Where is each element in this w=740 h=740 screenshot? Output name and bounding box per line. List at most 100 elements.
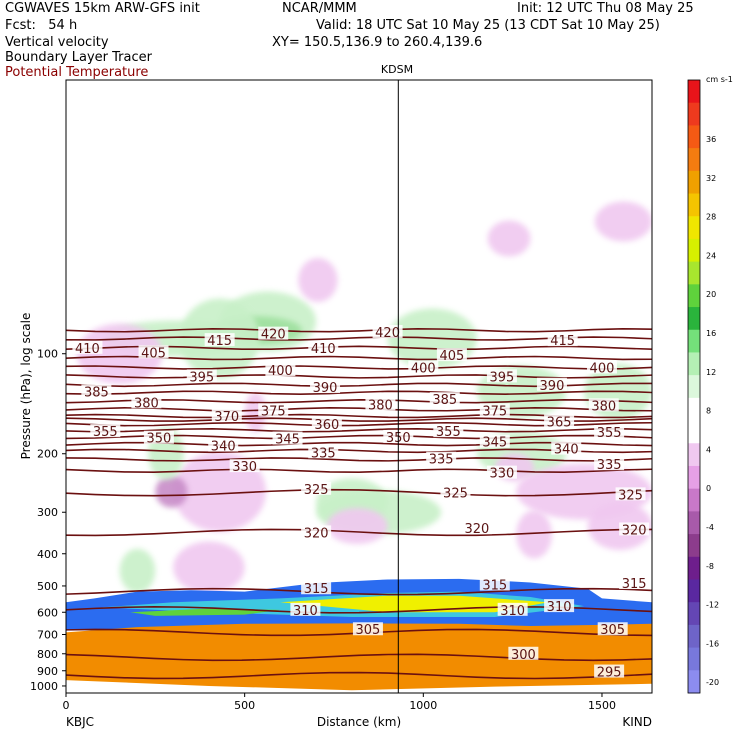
colorbar-swatch-2	[688, 125, 700, 149]
theta-label-53: 300	[511, 648, 536, 663]
theta-label-bg-42	[301, 525, 332, 539]
theta-label-bg-18	[536, 377, 567, 391]
theta-label-45: 315	[304, 582, 329, 597]
theta-contour-335	[66, 457, 652, 462]
theta-contour-330	[66, 468, 652, 473]
theta-label-12: 400	[590, 361, 615, 376]
colorbar-tick-0: 0	[706, 484, 711, 493]
theta-label-bg-10	[408, 360, 439, 374]
y-tick-label-900: 900	[37, 665, 58, 678]
theta-label-41: 325	[618, 488, 643, 503]
theta-label-bg-36	[594, 457, 625, 471]
theta-label-bg-43	[461, 521, 492, 535]
theta-label-bg-12	[586, 360, 617, 374]
theta-label-bg-9	[265, 363, 296, 377]
theta-label-20: 375	[261, 404, 286, 419]
colorbar-swatch-5	[688, 193, 700, 217]
theta-label-bg-32	[208, 438, 239, 452]
colorbar-tick-32: 32	[706, 174, 716, 183]
colorbar: 36 32 28 24 20 16 12 8 4 0 -4 -8 -12 -16 -20	[687, 79, 719, 694]
theta-label-17: 385	[432, 393, 457, 408]
theta-label-42: 320	[304, 526, 329, 541]
xy-endpoints: XY= 150.5,136.9 to 260.4,139.6	[272, 35, 483, 50]
theta-label-bg-22	[479, 403, 510, 417]
theta-label-36: 335	[597, 458, 622, 473]
theta-label-bg-26	[433, 424, 464, 438]
theta-contour-375	[66, 407, 652, 412]
y-tick-label-400: 400	[37, 548, 58, 561]
theta-label-bg-14	[131, 395, 162, 409]
theta-label-bg-7	[436, 348, 467, 362]
theta-label-bg-37	[229, 459, 260, 473]
colorbar-tick--16: -16	[706, 639, 719, 648]
theta-label-bg-3	[547, 333, 578, 347]
colorbar-swatch-16	[688, 443, 700, 467]
colorbar-swatch-6	[688, 216, 700, 240]
y-tick-label-800: 800	[37, 648, 58, 661]
theta-contour-325	[66, 488, 652, 497]
colorbar-swatch-20	[688, 534, 700, 558]
colorbar-tick--20: -20	[706, 678, 719, 687]
theta-label-bg-38	[486, 465, 517, 479]
potential-temperature-labels: 420 415 420 415 410 405 410 405 395 400 400 395 400 3…	[72, 324, 650, 681]
theta-label-13: 385	[84, 386, 109, 401]
colorbar-swatch-26	[688, 670, 700, 694]
colorbar-tick-20: 20	[706, 290, 716, 299]
colorbar-swatch-24	[688, 624, 700, 649]
colorbar-swatch-9	[688, 284, 700, 308]
colorbar-swatch-12	[688, 352, 700, 376]
theta-label-9: 400	[268, 364, 293, 379]
theta-label-22: 375	[482, 404, 507, 419]
theta-label-bg-0	[258, 326, 289, 340]
pbl-green-core	[130, 608, 281, 616]
y-axis-title: Pressure (hPa), log scale	[19, 313, 33, 460]
theta-label-43: 320	[465, 522, 490, 537]
theta-label-10: 400	[411, 361, 436, 376]
theta-label-bg-20	[258, 403, 289, 417]
theta-label-bg-19	[588, 398, 619, 412]
theta-label-23: 365	[547, 416, 572, 431]
init-time: Init: 12 UTC Thu 08 May 25	[517, 1, 694, 16]
station-left-label: KBJC	[66, 715, 94, 729]
colorbar-swatch-4	[688, 170, 700, 195]
theta-label-bg-28	[143, 430, 174, 444]
theta-contour-300	[66, 653, 652, 662]
theta-label-25: 355	[93, 425, 118, 440]
theta-label-bg-17	[429, 392, 460, 406]
theta-label-28: 350	[146, 432, 171, 447]
colorbar-swatch-22	[688, 579, 700, 603]
theta-label-47: 315	[622, 577, 647, 592]
colorbar-tick-24: 24	[706, 251, 716, 260]
theta-label-31: 345	[482, 436, 507, 451]
theta-label-6: 410	[311, 342, 336, 357]
theta-label-bg-6	[308, 340, 339, 354]
theta-label-bg-50	[544, 599, 575, 613]
theta-label-bg-39	[301, 481, 332, 495]
theta-label-50: 310	[547, 600, 572, 615]
theta-label-48: 310	[293, 604, 318, 619]
theta-label-bg-8	[186, 369, 217, 383]
theta-label-bg-30	[272, 431, 303, 445]
theta-label-bg-4	[72, 340, 103, 354]
theta-label-44: 320	[622, 523, 647, 538]
theta-label-27: 355	[597, 426, 622, 441]
x-tick-label-1500: 1500	[588, 699, 616, 712]
theta-label-bg-51	[352, 622, 383, 636]
colorbar-tick-28: 28	[706, 213, 716, 222]
theta-label-bg-35	[426, 451, 457, 465]
vv-blob-22	[119, 548, 156, 593]
vv-blob-13	[173, 541, 245, 594]
theta-label-30: 345	[275, 433, 300, 448]
colorbar-tick-4: 4	[706, 445, 711, 454]
theta-label-33: 340	[554, 443, 579, 458]
theta-label-26: 355	[436, 425, 461, 440]
x-tick-label-0: 0	[63, 699, 70, 712]
station-right-label: KIND	[622, 715, 652, 729]
theta-label-8: 395	[189, 370, 214, 385]
theta-contour-315	[66, 587, 652, 596]
vv-blob-18	[516, 510, 552, 559]
theta-label-bg-1	[204, 333, 235, 347]
field-boundary-layer-tracer: Boundary Layer Tracer	[5, 50, 152, 65]
colorbar-swatch-11	[688, 329, 700, 353]
colorbar-swatch-25	[688, 647, 700, 671]
